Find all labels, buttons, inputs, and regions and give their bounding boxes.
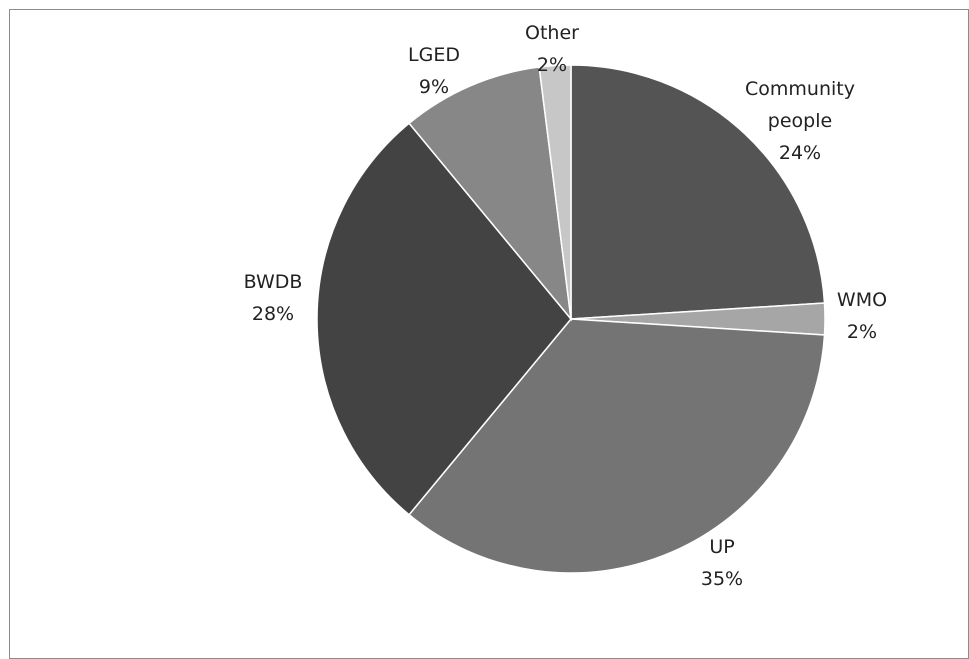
pie-slice-lged [408,66,573,322]
data-label-community-people: Community people 24% [745,78,855,164]
data-label-up: UP 35% [701,536,743,590]
data-label-bwdb: BWDB 28% [244,271,303,325]
pie-slice-community-people [570,64,826,320]
data-label-lged: LGED 9% [408,44,460,98]
pie-slice-up [408,318,826,574]
pie-slice-bwdb [316,122,572,516]
pie-slice-other [538,64,572,320]
data-label-wmo: WMO 2% [837,289,887,343]
data-label-other: Other 2% [525,22,579,76]
